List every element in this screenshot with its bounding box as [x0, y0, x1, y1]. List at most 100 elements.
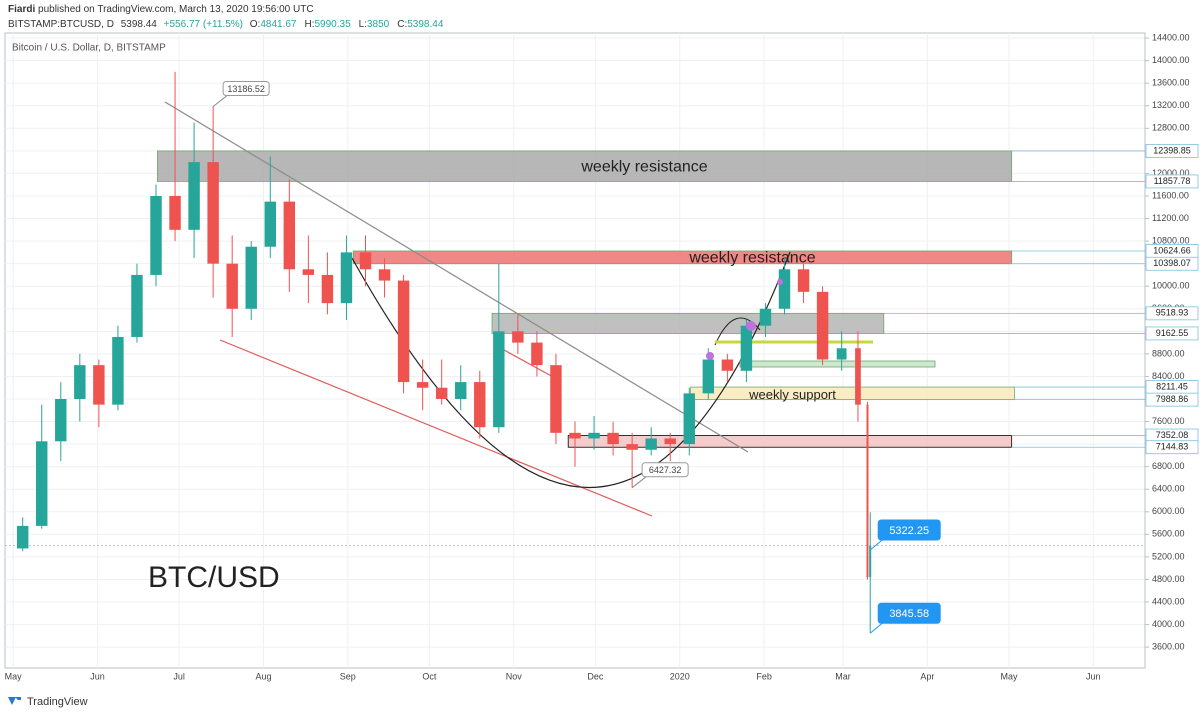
y-tick-label: 6800.00: [1152, 461, 1185, 471]
y-tick-label: 12800.00: [1152, 123, 1190, 133]
y-tick-label: 14000.00: [1152, 55, 1190, 65]
y-tick-label: 12000.00: [1152, 168, 1190, 178]
plot-area: [4, 32, 1146, 669]
candle-body: [702, 359, 715, 394]
callout-pointer: [212, 95, 228, 107]
candle-body: [569, 432, 581, 439]
price-tag-box: [1145, 392, 1199, 407]
price-tag-box: [1145, 440, 1199, 455]
trend-line: [494, 344, 556, 379]
price-tag-box: [1145, 144, 1199, 158]
x-tick-label: Sep: [340, 671, 356, 681]
marker: [706, 352, 714, 360]
ohlc-value: 5398.44: [407, 19, 444, 30]
candle-body: [866, 404, 869, 578]
callout-pointer: [869, 622, 883, 634]
candle-body: [283, 201, 296, 270]
small-zone: [739, 360, 936, 368]
y-tick-label: 11200.00: [1152, 213, 1189, 223]
price-tag: 12398.85: [1153, 145, 1191, 155]
change: +556.77 (+11.5%): [163, 19, 243, 30]
y-tick-label: 4800.00: [1152, 574, 1185, 584]
ohlc-value: 4841.67: [260, 19, 297, 30]
marker: [746, 321, 756, 331]
symbol: BITSTAMP:BTCUSD, D: [8, 19, 114, 30]
y-tick-label: 3600.00: [1152, 642, 1185, 652]
zone: [567, 435, 1013, 448]
brand-logo: [8, 697, 21, 705]
quote-line: BITSTAMP:BTCUSD, D 5398.44 +556.77 (+11.…: [8, 17, 451, 32]
price-tag: 7988.86: [1156, 394, 1189, 404]
candle-body: [721, 359, 734, 371]
price-tag: 11857.78: [1154, 176, 1191, 186]
candle-body: [359, 252, 372, 270]
price-tag: 10398.07: [1153, 258, 1191, 268]
x-tick-label: May: [5, 671, 23, 681]
candle-body: [36, 441, 48, 526]
callout-label: 13186.52: [227, 84, 265, 94]
candle-body: [150, 195, 162, 275]
candle-body: [455, 382, 467, 399]
ohlc-item: C:5398.44: [397, 19, 447, 30]
callout-box: [877, 602, 941, 624]
candle-body: [416, 382, 429, 388]
y-tick-label: 5600.00: [1152, 529, 1185, 539]
y-tick-label: 14400.00: [1152, 32, 1190, 42]
callout-pointer: [869, 539, 883, 551]
marker: [777, 279, 783, 285]
callout-label: 6427.32: [649, 465, 682, 475]
x-tick-label: Apr: [920, 671, 934, 681]
candle-body: [112, 336, 124, 405]
price-tag: 7144.83: [1156, 442, 1189, 452]
y-tick-label: 13600.00: [1152, 78, 1190, 88]
callout-box: [641, 462, 689, 478]
y-tick-label: 4400.00: [1152, 596, 1185, 606]
x-tick-label: Jul: [173, 671, 185, 681]
cup-curve: [351, 251, 791, 488]
publish-line: Fiardi published on TradingView.com, Mar…: [8, 2, 451, 17]
candle-body: [816, 291, 829, 360]
ohlc-label: C:: [397, 19, 408, 30]
callout-box: [222, 81, 270, 97]
zone-label: weekly resistance: [688, 250, 815, 267]
candle-body: [264, 201, 276, 247]
candle-body: [531, 342, 543, 366]
x-tick-label: Nov: [506, 671, 523, 681]
chart-annotation: BTC/USD: [148, 561, 280, 594]
x-tick-label: 2020: [670, 671, 690, 681]
price-tag: 7352.08: [1156, 430, 1189, 440]
candle-body: [321, 274, 334, 304]
candle-body: [626, 444, 638, 450]
price-tag-box: [1145, 326, 1199, 341]
price-tag-box: [1145, 306, 1199, 321]
candle-body: [683, 393, 695, 445]
zone: [690, 386, 1015, 401]
candle-body: [55, 398, 67, 442]
price-tag: 8211.45: [1156, 381, 1188, 391]
candle-body: [93, 365, 105, 405]
y-tick-label: 8400.00: [1152, 371, 1185, 381]
callout-box: [877, 519, 941, 541]
candle-body: [869, 545, 872, 578]
candle-body: [778, 269, 791, 309]
ohlc-item: H:5990.35: [304, 19, 354, 30]
ohlc-value: 5990.35: [314, 19, 351, 30]
candle-body: [340, 252, 353, 304]
candle-body: [131, 274, 143, 337]
last-price: 5398.44: [120, 19, 157, 30]
candle-body: [169, 195, 181, 230]
price-tag-box: [1145, 256, 1199, 271]
author: Fiardi: [8, 4, 36, 15]
y-tick-label: 10800.00: [1152, 235, 1190, 245]
ohlc-label: O:: [249, 19, 261, 30]
y-tick-label: 7600.00: [1152, 416, 1185, 426]
candle-body: [664, 438, 676, 445]
price-tag: 9518.93: [1156, 308, 1189, 318]
chart-title: Bitcoin / U.S. Dollar, D, BITSTAMP: [12, 43, 166, 54]
candle-body: [588, 432, 600, 439]
candle-body: [16, 525, 29, 549]
candle-body: [302, 269, 315, 275]
x-tick-label: Jun: [90, 671, 105, 681]
y-tick-label: 10000.00: [1152, 281, 1190, 291]
